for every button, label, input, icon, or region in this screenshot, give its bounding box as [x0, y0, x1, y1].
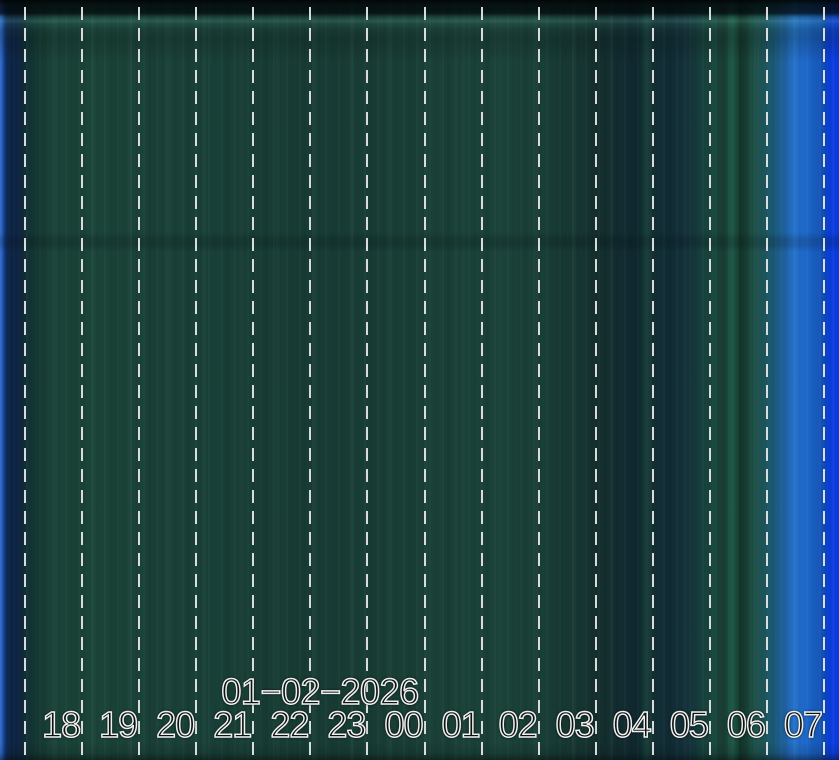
hour-gridline	[765, 7, 768, 760]
hour-gridline	[81, 7, 84, 760]
hour-gridline	[594, 7, 597, 760]
hour-gridline	[708, 7, 711, 760]
hour-gridline	[138, 7, 141, 760]
hour-gridline	[252, 7, 255, 760]
x-tick-label-00: 00	[384, 704, 425, 745]
x-tick-label-21: 21	[213, 704, 254, 745]
x-tick-label-06: 06	[726, 704, 767, 745]
x-tick-label-05: 05	[669, 704, 710, 745]
date-label: 01−02−2026	[221, 671, 420, 712]
x-tick-label-01: 01	[441, 704, 482, 745]
x-tick-label-02: 02	[498, 704, 539, 745]
hour-gridline	[480, 7, 483, 760]
horizontal-dark-band	[0, 232, 839, 252]
hour-gridline	[423, 7, 426, 760]
x-tick-label-22: 22	[270, 704, 311, 745]
hour-gridline	[823, 7, 825, 760]
hour-gridline	[366, 7, 369, 760]
x-tick-label-03: 03	[555, 704, 596, 745]
x-tick-label-18: 18	[41, 704, 82, 745]
bottom-shade	[0, 742, 839, 760]
hour-gridline	[537, 7, 540, 760]
hour-gridline	[195, 7, 198, 760]
x-tick-label-04: 04	[612, 704, 653, 745]
hour-gridline	[651, 7, 654, 760]
x-tick-label-19: 19	[98, 704, 139, 745]
hour-gridline	[24, 7, 26, 760]
x-tick-label-23: 23	[327, 704, 368, 745]
x-tick-label-07: 07	[783, 704, 824, 745]
hour-gridline	[309, 7, 312, 760]
x-tick-label-20: 20	[155, 704, 196, 745]
